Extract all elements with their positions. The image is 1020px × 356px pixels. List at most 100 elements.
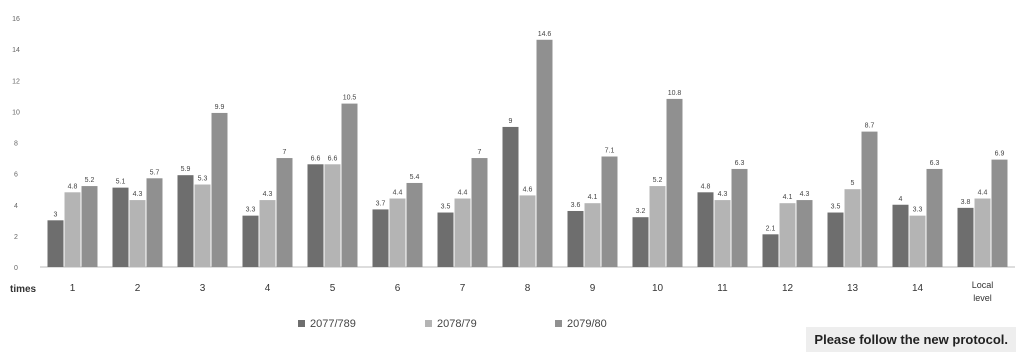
- data-label: 4.4: [978, 190, 988, 197]
- x-tick-label: 8: [525, 283, 531, 294]
- legend-swatch: [425, 320, 432, 327]
- bar: [194, 184, 211, 267]
- bar: [536, 39, 553, 267]
- bar: [406, 182, 423, 267]
- bar: [861, 131, 878, 267]
- data-label: 6.9: [995, 151, 1005, 158]
- y-tick-label: 14: [12, 47, 20, 54]
- x-tick-label: 7: [460, 283, 466, 294]
- data-label: 5: [851, 180, 855, 187]
- x-tick-label: 11: [717, 283, 728, 294]
- data-label: 4.6: [523, 186, 533, 193]
- data-label: 10.8: [668, 90, 682, 97]
- y-tick-label: 2: [14, 234, 18, 241]
- bar: [129, 200, 146, 267]
- x-axis-label: times: [10, 284, 37, 295]
- bar: [276, 158, 293, 267]
- bar: [909, 215, 926, 267]
- bar: [714, 200, 731, 267]
- x-tick-label: 10: [652, 283, 664, 294]
- bar: [926, 168, 943, 267]
- footer-note: Please follow the new protocol.: [806, 327, 1016, 352]
- data-label: 3.8: [961, 199, 971, 206]
- y-tick-label: 0: [14, 265, 18, 272]
- data-label: 6.6: [311, 155, 321, 162]
- data-label: 4.8: [701, 183, 711, 190]
- data-label: 4.3: [800, 191, 810, 198]
- bar: [454, 198, 471, 267]
- legend-swatch: [298, 320, 305, 327]
- bar: [146, 178, 163, 267]
- x-tick-label: level: [973, 293, 992, 303]
- data-label: 4.4: [458, 190, 468, 197]
- x-tick-label: 2: [135, 283, 141, 294]
- data-label: 5.2: [85, 177, 95, 184]
- bar: [389, 198, 406, 267]
- data-label: 3.7: [376, 200, 386, 207]
- data-label: 3.3: [913, 207, 923, 214]
- bar: [567, 210, 584, 267]
- bar: [259, 200, 276, 267]
- data-label: 3.3: [246, 207, 256, 214]
- bar: [307, 164, 324, 267]
- bar: [601, 156, 618, 267]
- bar: [47, 220, 64, 267]
- bar: [324, 164, 341, 267]
- data-label: 3: [54, 211, 58, 218]
- x-tick-label: 12: [782, 283, 794, 294]
- data-label: 4.3: [133, 191, 143, 198]
- data-label: 3.5: [441, 204, 451, 211]
- bar: [779, 203, 796, 267]
- data-label: 6.3: [735, 160, 745, 167]
- x-tick-label: Local: [972, 280, 994, 290]
- y-tick-label: 8: [14, 141, 18, 148]
- bar: [341, 103, 358, 267]
- bar: [892, 204, 909, 267]
- bar: [827, 212, 844, 267]
- bar: [372, 209, 389, 267]
- bar: [437, 212, 454, 267]
- x-tick-label: 13: [847, 283, 859, 294]
- data-label: 5.9: [181, 166, 191, 173]
- data-label: 7.1: [605, 148, 615, 155]
- x-tick-label: 1: [70, 283, 76, 294]
- bar: [957, 207, 974, 267]
- bar: [974, 198, 991, 267]
- bar: [519, 195, 536, 267]
- data-label: 6.3: [930, 160, 940, 167]
- bar: [584, 203, 601, 267]
- data-label: 4.3: [718, 191, 728, 198]
- bar: [991, 159, 1008, 267]
- data-label: 10.5: [343, 95, 357, 102]
- bar: [649, 186, 666, 267]
- legend-swatch: [555, 320, 562, 327]
- x-tick-label: 5: [330, 283, 336, 294]
- bar: [632, 217, 649, 267]
- y-tick-label: 6: [14, 172, 18, 179]
- data-label: 9.9: [215, 104, 225, 111]
- x-tick-label: 9: [590, 283, 596, 294]
- x-tick-label: 6: [395, 283, 401, 294]
- bar: [177, 175, 194, 267]
- data-label: 5.2: [653, 177, 663, 184]
- x-tick-label: 14: [912, 283, 924, 294]
- y-tick-label: 10: [12, 109, 20, 116]
- data-label: 4.1: [588, 194, 598, 201]
- data-label: 7: [478, 149, 482, 156]
- bar: [762, 234, 779, 267]
- data-label: 5.1: [116, 179, 126, 186]
- bar: [731, 168, 748, 267]
- bar: [64, 192, 81, 267]
- bar: [796, 200, 813, 267]
- bar: [844, 189, 861, 267]
- data-label: 3.2: [636, 208, 646, 215]
- x-tick-label: 3: [200, 283, 206, 294]
- y-tick-label: 16: [12, 16, 20, 23]
- data-label: 4.3: [263, 191, 273, 198]
- data-label: 9: [509, 118, 513, 125]
- bar: [666, 98, 683, 267]
- y-tick-label: 4: [14, 203, 18, 210]
- legend-label: 2078/79: [437, 318, 477, 330]
